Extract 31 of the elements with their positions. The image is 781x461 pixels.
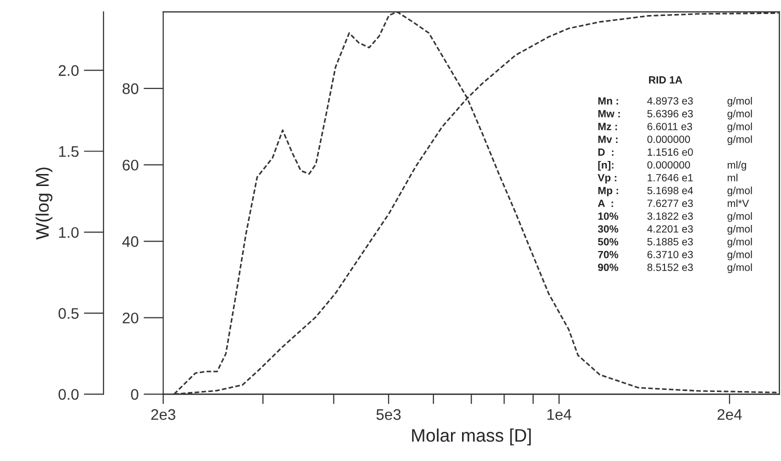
y-tick-label: 1.0 [59, 227, 79, 238]
text: Mz : 6.6011 e3 g/mol [598, 122, 752, 132]
y-tick-label: 2.0 [58, 65, 79, 76]
y2-tick-label: 20 [122, 312, 138, 324]
y-tick-label: 1.5 [59, 146, 79, 157]
y-axis-title: W(log M) [36, 168, 52, 240]
y2-tick-label: 60 [122, 160, 138, 171]
y2-tick-label: 0 [131, 389, 138, 400]
x-axis-title: Molar mass [D] [412, 428, 531, 446]
text: A : 7.6277 e3 ml*V [598, 199, 750, 208]
y-tick-label: 0.0 [58, 389, 79, 400]
annotation: RID 1A [649, 76, 682, 84]
text: 90% 8.5152 e3 g/mol [598, 263, 752, 274]
text: Vp : 1.7646 e1 ml [598, 174, 738, 184]
y2-tick-label: 40 [122, 236, 138, 247]
text: Mw : 5.6396 e3 g/mol [598, 110, 752, 120]
x-tick-label: 2e4 [718, 409, 742, 420]
text: 30% 4.2201 e3 g/mol [598, 224, 752, 235]
y-tick-label: 0.5 [58, 308, 79, 319]
text: D : 1.1516 e0 [598, 148, 693, 156]
text: Mv : 0.000000 g/mol [598, 135, 752, 146]
text: 50% 5.1885 e3 g/mol [598, 238, 752, 248]
x-tick-label: 2e3 [151, 409, 176, 420]
text: Mp : 5.1698 e4 g/mol [598, 186, 752, 196]
text: Mn : 4.8973 e3 g/mol [598, 96, 752, 107]
y2-tick-label: 80 [122, 83, 138, 94]
text: 70% 6.3710 e3 g/mol [598, 250, 752, 260]
x-tick-label: 5e3 [376, 409, 401, 420]
text: [n]: 0.000000 ml/g [598, 160, 746, 171]
x-tick-label: 1e4 [547, 409, 572, 420]
text: 10% 3.1822 e3 g/mol [598, 212, 752, 222]
